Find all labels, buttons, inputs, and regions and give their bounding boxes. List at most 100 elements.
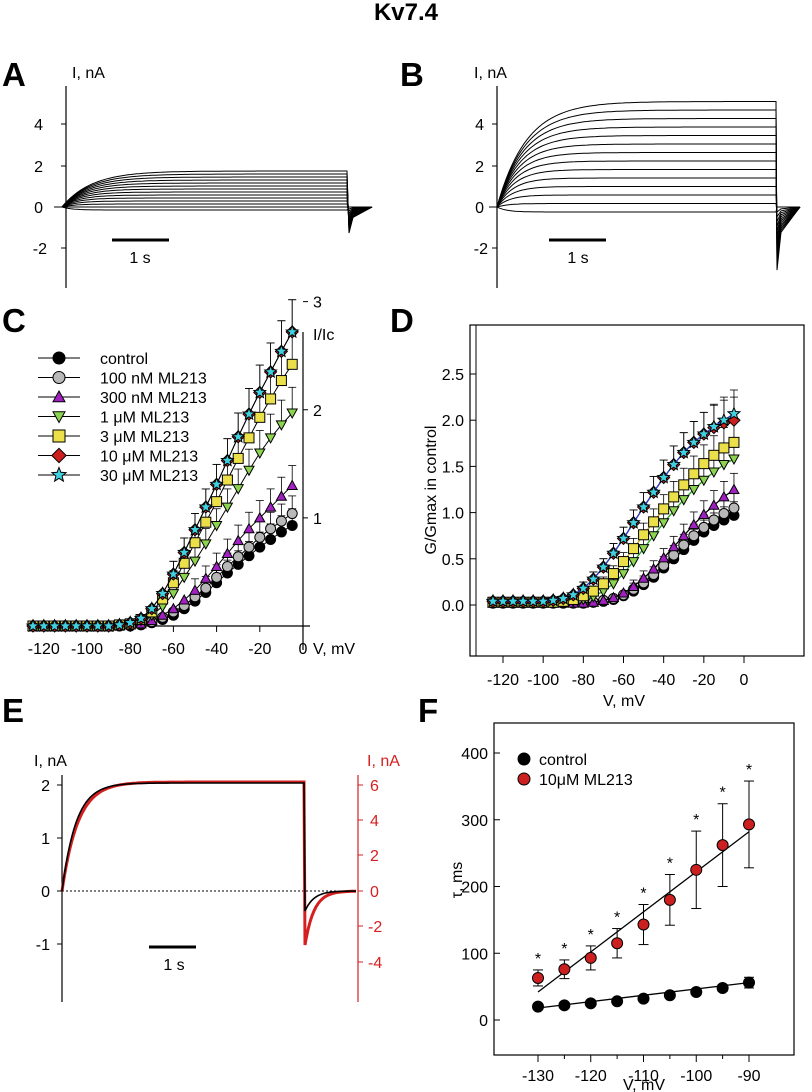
panel-c-point xyxy=(231,429,246,443)
panel-d-point xyxy=(566,587,581,601)
panel-d-point xyxy=(587,585,599,597)
panel-c-legend-label: 30 μM ML213 xyxy=(100,468,198,485)
panel-c-point xyxy=(189,537,201,549)
panel-d-point xyxy=(627,580,640,592)
panel-c-point xyxy=(144,601,159,615)
panel-b-trace xyxy=(489,177,801,227)
panel-c-point xyxy=(275,420,288,431)
panel-b-ytick: 2 xyxy=(475,159,484,176)
panel-f-xtick-label: -120 xyxy=(575,1068,607,1085)
panel-c-legend-label: 1 μM ML213 xyxy=(100,410,189,427)
panel-c-point xyxy=(156,609,169,620)
panel-c-point xyxy=(187,522,203,536)
panel-b-scalebar-label: 1 s xyxy=(567,250,588,267)
panel-d-ytick-label: 2.5 xyxy=(442,367,464,384)
panel-f-point xyxy=(637,992,650,1005)
panel-c-point xyxy=(286,358,298,370)
panel-d-xtick-label: -100 xyxy=(527,672,559,689)
panel-d-label: D xyxy=(390,302,414,339)
panel-c-point xyxy=(232,484,245,495)
panel-d-plot: 0.0 0.5 1.0 1.5 2.0 2.5 -120 -100 -80 -60 -40 -20 0 V… xyxy=(423,324,805,710)
panel-e-ytick-right: 2 xyxy=(370,848,379,865)
panel-b-trace xyxy=(489,194,801,219)
panel-c-plot: -120 -100 -80 -60 -40 -20 0 V, mV 1 2 3 I/Ic control… xyxy=(25,295,356,658)
panel-d-point xyxy=(666,456,681,471)
panel-b-ytick: 0 xyxy=(475,200,484,217)
panel-d-point xyxy=(607,579,620,590)
panel-e-ytick-right: 0 xyxy=(370,884,379,901)
panel-c-point xyxy=(274,343,289,358)
panel-d-point xyxy=(658,503,670,515)
panel-f-ytick-label: 200 xyxy=(461,880,488,897)
panel-a-ytick: 2 xyxy=(34,159,43,176)
panel-c-xlabel: V, mV xyxy=(313,641,355,658)
panel-c-xtick-label: -60 xyxy=(162,641,185,658)
panel-d-point xyxy=(606,545,621,560)
panel-d-point xyxy=(718,460,730,471)
panel-b-trace xyxy=(489,126,801,256)
panel-c-legend-label: 10 μM ML213 xyxy=(100,449,198,466)
panel-c: C -120 -100 -80 -60 -40 -20 0 V, mV 1 2 3 I/Ic contr… xyxy=(2,295,355,658)
panel-d-point xyxy=(607,568,619,580)
panel-e: E I, nA I, nA 2 1 0 -1 6 4 2 0 -2 -4 1 s xyxy=(2,692,400,1002)
panel-d-point xyxy=(637,544,650,555)
panel-d-point xyxy=(628,543,640,555)
panel-b-trace xyxy=(489,109,801,266)
panel-d-xtick-label: -60 xyxy=(612,672,635,689)
panel-c-point xyxy=(133,610,149,625)
panel-d-ytick-label: 2.0 xyxy=(442,413,464,430)
panel-d-axes: 0.0 0.5 1.0 1.5 2.0 2.5 -120 -100 -80 -60 -40 -20 0 V… xyxy=(423,325,749,710)
panel-f-ytick-label: 400 xyxy=(461,746,488,763)
panel-c-point xyxy=(275,375,287,387)
panel-c-xtick-label: 0 xyxy=(299,641,308,658)
panel-c-point xyxy=(263,364,278,379)
panel-a-trace xyxy=(54,173,373,232)
panel-d-ytick-label: 1.0 xyxy=(442,506,464,523)
panel-f-point xyxy=(716,981,729,994)
panel-d-point xyxy=(647,562,660,574)
panel-e-traces xyxy=(60,780,356,946)
panel-f-point xyxy=(611,937,624,950)
panel-c-point xyxy=(167,602,180,614)
panel-a-trace xyxy=(54,200,373,214)
panel-d-point xyxy=(637,572,650,583)
panel-a-ytick: 4 xyxy=(34,117,43,134)
panel-b-trace xyxy=(489,203,801,213)
panel-f-point xyxy=(743,976,755,989)
panel-d-point xyxy=(676,444,691,459)
panel-f-xtick-label: -130 xyxy=(522,1068,554,1085)
panel-d-ylabel: G/Gmax in control xyxy=(423,426,440,555)
panel-d-xtick-label: 0 xyxy=(740,672,749,689)
panel-a-trace xyxy=(54,188,373,223)
panel-d-xtick-label: -40 xyxy=(652,672,675,689)
panel-c-ytick-label: 3 xyxy=(313,295,322,312)
panel-c-axes: -120 -100 -80 -60 -40 -20 0 V, mV 1 2 3 I/Ic xyxy=(28,295,356,658)
panel-c-legend-marker xyxy=(52,429,66,443)
panel-f-point xyxy=(584,951,597,964)
panel-a-trace xyxy=(54,179,373,228)
panel-f-axes: 0 100 200 300 400 -130 -120 -110 -100 -90 V, mV τ, … xyxy=(449,746,794,1092)
panel-c-point xyxy=(189,584,201,595)
panel-a-yticks: 4 2 0 -2 xyxy=(33,117,66,258)
panel-b-trace xyxy=(489,206,800,213)
panel-f-point xyxy=(532,1000,544,1013)
panel-f-xtick-label: -90 xyxy=(737,1068,760,1085)
panel-d-point xyxy=(657,518,670,529)
panel-d-point xyxy=(657,551,670,563)
panel-d-point xyxy=(708,467,720,478)
panel-c-xtick-label: -100 xyxy=(71,641,103,658)
panel-d-point xyxy=(556,590,571,605)
panel-d-point xyxy=(728,436,740,448)
panel-a-trace xyxy=(54,206,372,211)
panel-e-ylabel-right: I, nA xyxy=(367,753,400,770)
panel-d-xtick-label: -20 xyxy=(692,672,715,689)
panel-c-point xyxy=(264,433,277,444)
panel-a-trace xyxy=(54,194,373,219)
panel-b-yticks: 4 2 0 -2 xyxy=(474,117,497,258)
panel-b-traces xyxy=(489,101,801,271)
panel-f-legend-marker xyxy=(517,772,531,786)
panel-f-significance: * xyxy=(614,910,620,927)
panel-d-point xyxy=(708,499,720,510)
figure-title: Kv7.4 xyxy=(374,0,439,26)
panel-d-point xyxy=(677,495,690,506)
